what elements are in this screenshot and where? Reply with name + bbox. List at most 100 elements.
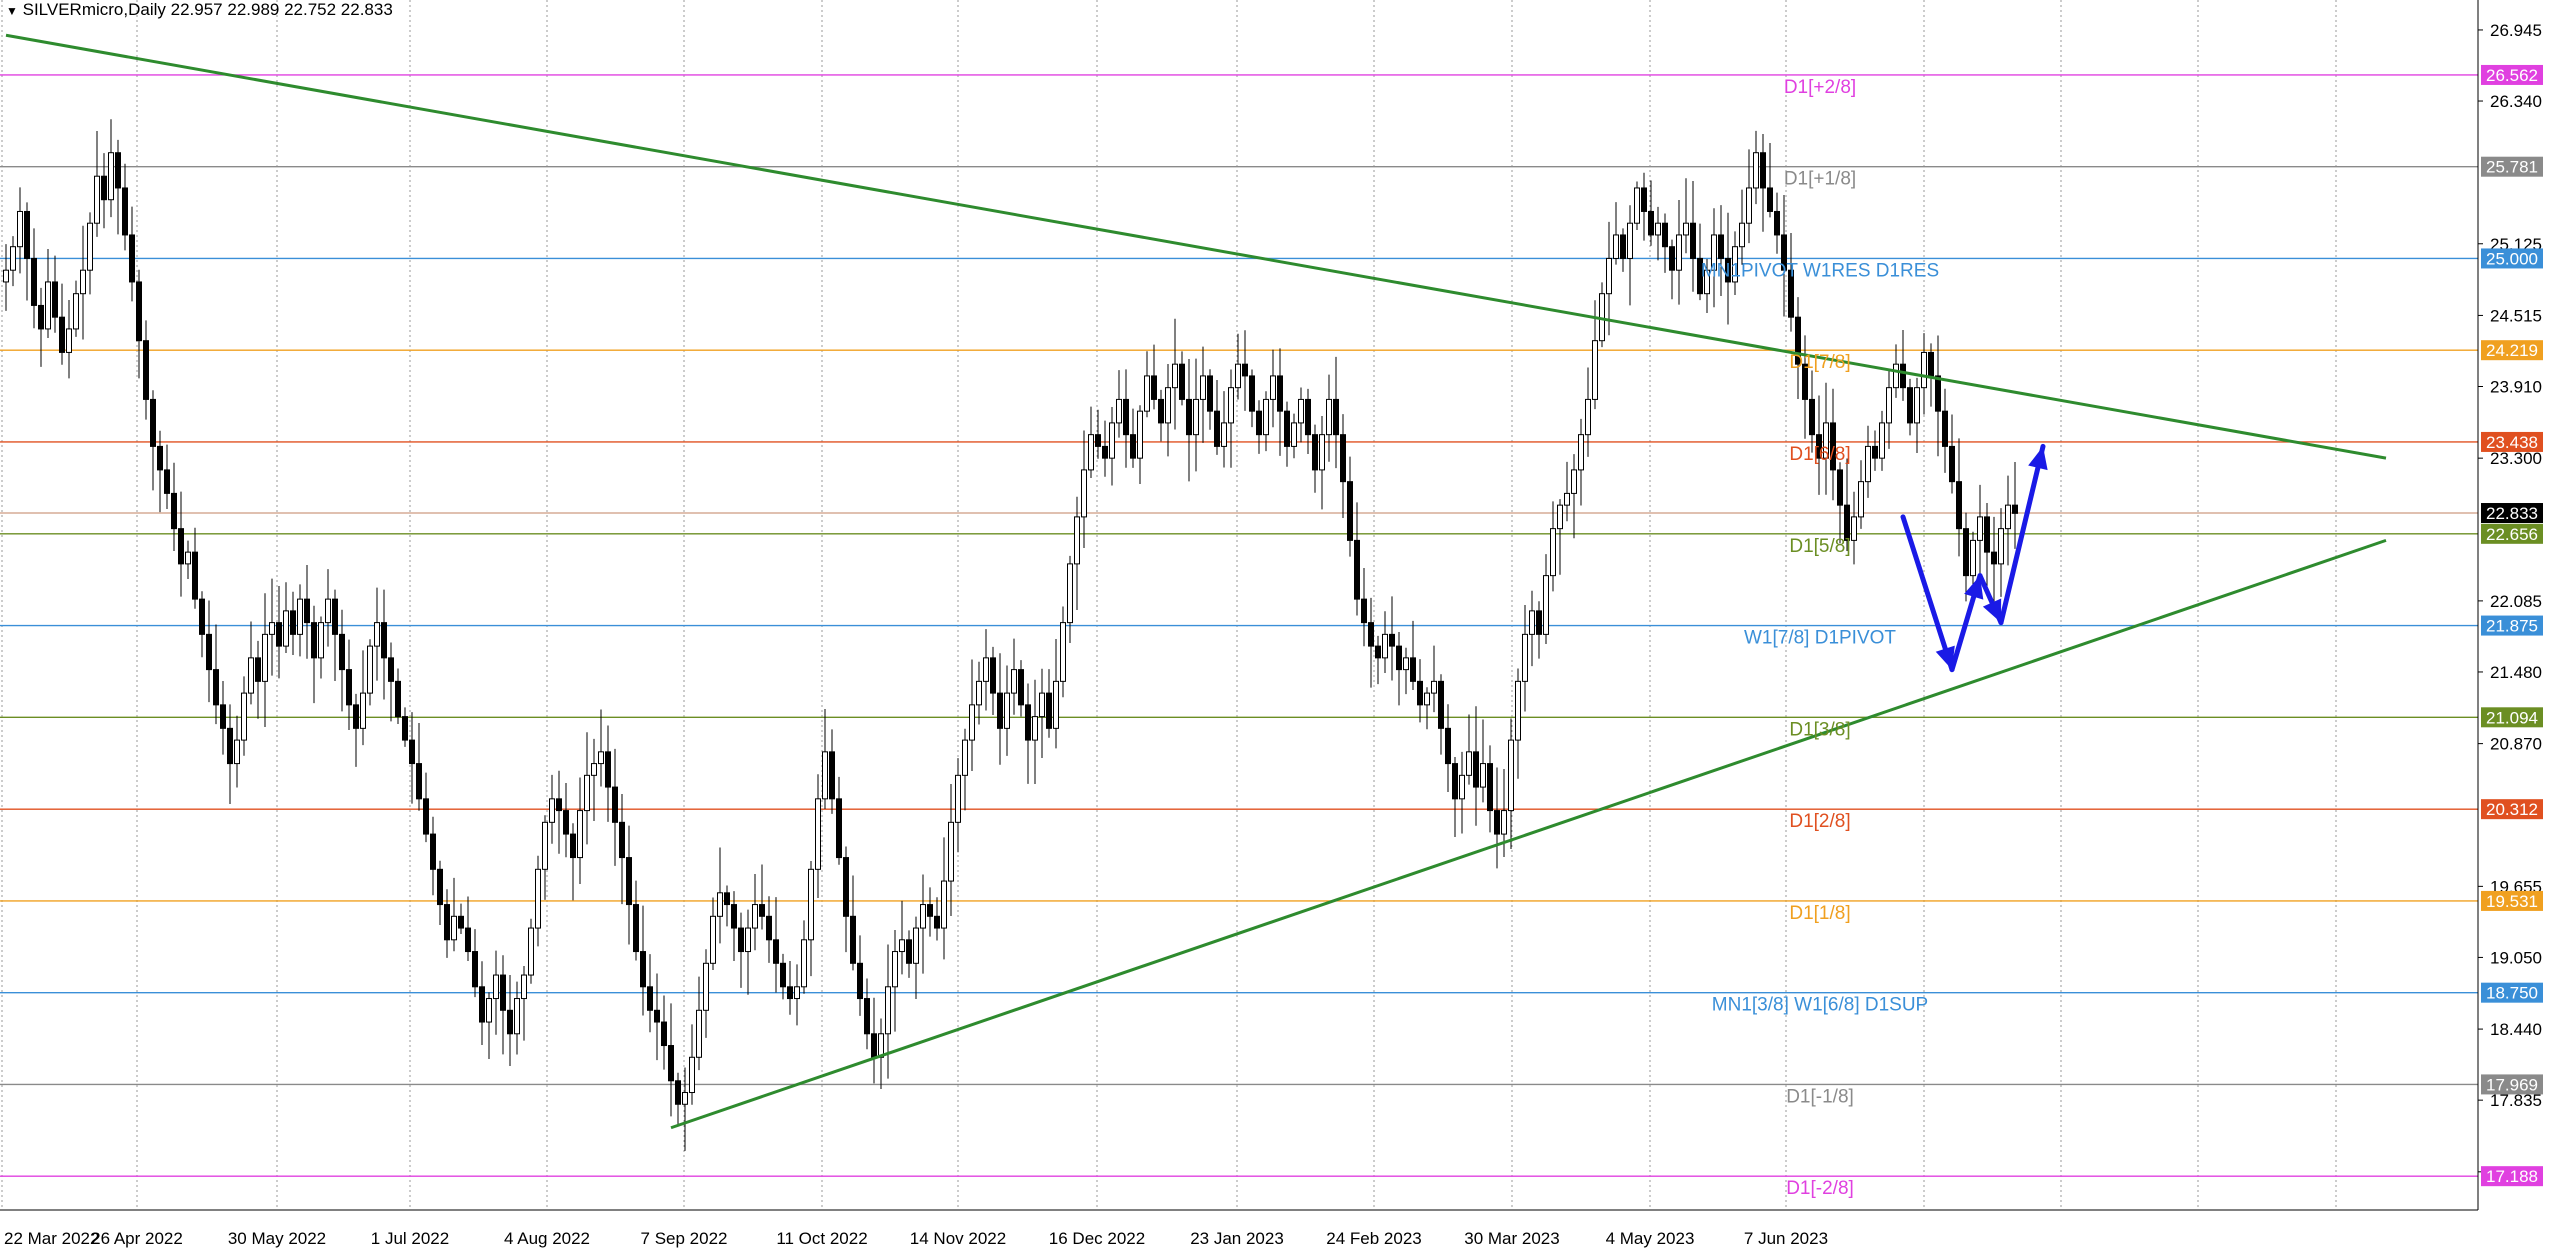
candle-bear bbox=[1361, 598, 1367, 624]
candle-bear bbox=[1802, 363, 1808, 400]
candle-bull bbox=[1116, 398, 1122, 424]
candle-bear bbox=[1844, 504, 1850, 541]
candle-bull bbox=[1193, 398, 1199, 436]
forecast-segment bbox=[1900, 514, 1955, 673]
candle-bear bbox=[1725, 257, 1731, 283]
candle-bull bbox=[1480, 763, 1486, 788]
candle-bear bbox=[787, 986, 793, 1000]
candle-bull bbox=[1200, 375, 1206, 400]
candle-bear bbox=[612, 786, 618, 823]
candle-bear bbox=[1354, 539, 1360, 600]
candle-bear bbox=[38, 304, 44, 330]
candle-bull bbox=[976, 680, 982, 706]
level-annotation: D1[5/8] bbox=[1789, 536, 1850, 557]
candle-bear bbox=[724, 892, 730, 906]
candle-bull bbox=[1879, 422, 1885, 459]
candle-bear bbox=[1305, 398, 1311, 436]
candle-bear bbox=[619, 821, 625, 859]
candle-bear bbox=[416, 763, 422, 800]
candle-bull bbox=[1564, 492, 1570, 506]
candle-bull bbox=[1865, 445, 1871, 483]
candle-bear bbox=[1046, 692, 1052, 729]
x-tick-label: 11 Oct 2022 bbox=[776, 1229, 867, 1248]
y-tick-label: 26.945 bbox=[2490, 21, 2542, 40]
level-price-label: 20.312 bbox=[2486, 800, 2538, 819]
x-tick-label: 26 Apr 2022 bbox=[91, 1229, 183, 1248]
candle-bear bbox=[857, 962, 863, 1000]
level-annotation: D1[6/8] bbox=[1789, 444, 1850, 465]
candle-bull bbox=[1578, 434, 1584, 471]
candle-bull bbox=[528, 927, 534, 976]
candle-bull bbox=[584, 774, 590, 812]
candle-bull bbox=[941, 880, 947, 929]
candle-bull bbox=[892, 951, 898, 988]
candle-bear bbox=[1438, 680, 1444, 729]
candle-bull bbox=[1529, 610, 1535, 635]
candle-bull bbox=[1270, 375, 1276, 400]
candle-bull bbox=[1319, 434, 1325, 471]
candle-bull bbox=[1228, 387, 1234, 424]
candle-bull bbox=[367, 645, 373, 694]
x-tick-label: 22 Mar 2022 bbox=[4, 1229, 99, 1248]
level-price-badge bbox=[2481, 1166, 2543, 1187]
candle-bear bbox=[1907, 387, 1913, 424]
candle-bull bbox=[1571, 469, 1577, 494]
level-price-label: 17.188 bbox=[2486, 1167, 2538, 1186]
candle-bull bbox=[283, 610, 289, 647]
candle-bull bbox=[1739, 222, 1745, 248]
x-tick-label: 23 Jan 2023 bbox=[1190, 1229, 1284, 1248]
candle-bull bbox=[374, 622, 380, 647]
candle-bear bbox=[829, 751, 835, 800]
candle-bear bbox=[556, 798, 562, 812]
candle-bull bbox=[1851, 516, 1857, 541]
level-price-badge bbox=[2481, 890, 2543, 911]
candle-bear bbox=[1900, 363, 1906, 389]
candle-bear bbox=[458, 915, 464, 929]
candle-bear bbox=[206, 633, 212, 671]
candle-bear bbox=[353, 704, 359, 729]
trendline-resistance bbox=[5, 33, 2387, 460]
candle-bull bbox=[241, 692, 247, 741]
level-annotation: D1[-1/8] bbox=[1786, 1086, 1854, 1107]
trendline-support bbox=[670, 538, 2387, 1130]
candle-bear bbox=[654, 1009, 660, 1023]
y-tick-label: 23.300 bbox=[2490, 449, 2542, 468]
candle-bear bbox=[164, 469, 170, 494]
x-tick-label: 1 Jul 2022 bbox=[371, 1229, 449, 1248]
candle-bear bbox=[1249, 375, 1255, 412]
candle-bear bbox=[402, 716, 408, 741]
candle-bull bbox=[1592, 340, 1598, 400]
candle-bear bbox=[1375, 645, 1381, 659]
candle-bear bbox=[1795, 316, 1801, 365]
candle-bull bbox=[1088, 434, 1094, 471]
candle-bull bbox=[1403, 657, 1409, 671]
candle-bull bbox=[1655, 222, 1661, 236]
candle-bull bbox=[269, 622, 275, 635]
candle-bear bbox=[1767, 187, 1773, 212]
candle-bull bbox=[94, 175, 100, 224]
candle-bear bbox=[1669, 246, 1675, 271]
candle-bear bbox=[906, 939, 912, 964]
collapse-triangle-icon[interactable]: ▼ bbox=[6, 4, 18, 18]
level-price-badge bbox=[2481, 982, 2543, 1003]
candle-bull bbox=[1753, 152, 1759, 189]
candle-bull bbox=[1977, 516, 1983, 541]
candle-bull bbox=[486, 998, 492, 1023]
candle-bear bbox=[1025, 704, 1031, 741]
candle-bull bbox=[1998, 528, 2004, 565]
level-price-label: 22.656 bbox=[2486, 525, 2538, 544]
candle-bull bbox=[542, 821, 548, 870]
candle-bull bbox=[1235, 363, 1241, 389]
candle-bull bbox=[1291, 422, 1297, 447]
candle-bull bbox=[815, 798, 821, 870]
candle-bull bbox=[682, 1092, 688, 1105]
candle-bull bbox=[1424, 692, 1430, 706]
candle-bull bbox=[10, 246, 16, 271]
candle-bull bbox=[969, 704, 975, 741]
candle-bear bbox=[136, 281, 142, 342]
y-tick-label: 26.340 bbox=[2490, 92, 2542, 111]
candle-bear bbox=[430, 833, 436, 870]
candle-bear bbox=[220, 704, 226, 729]
candle-bear bbox=[423, 798, 429, 835]
